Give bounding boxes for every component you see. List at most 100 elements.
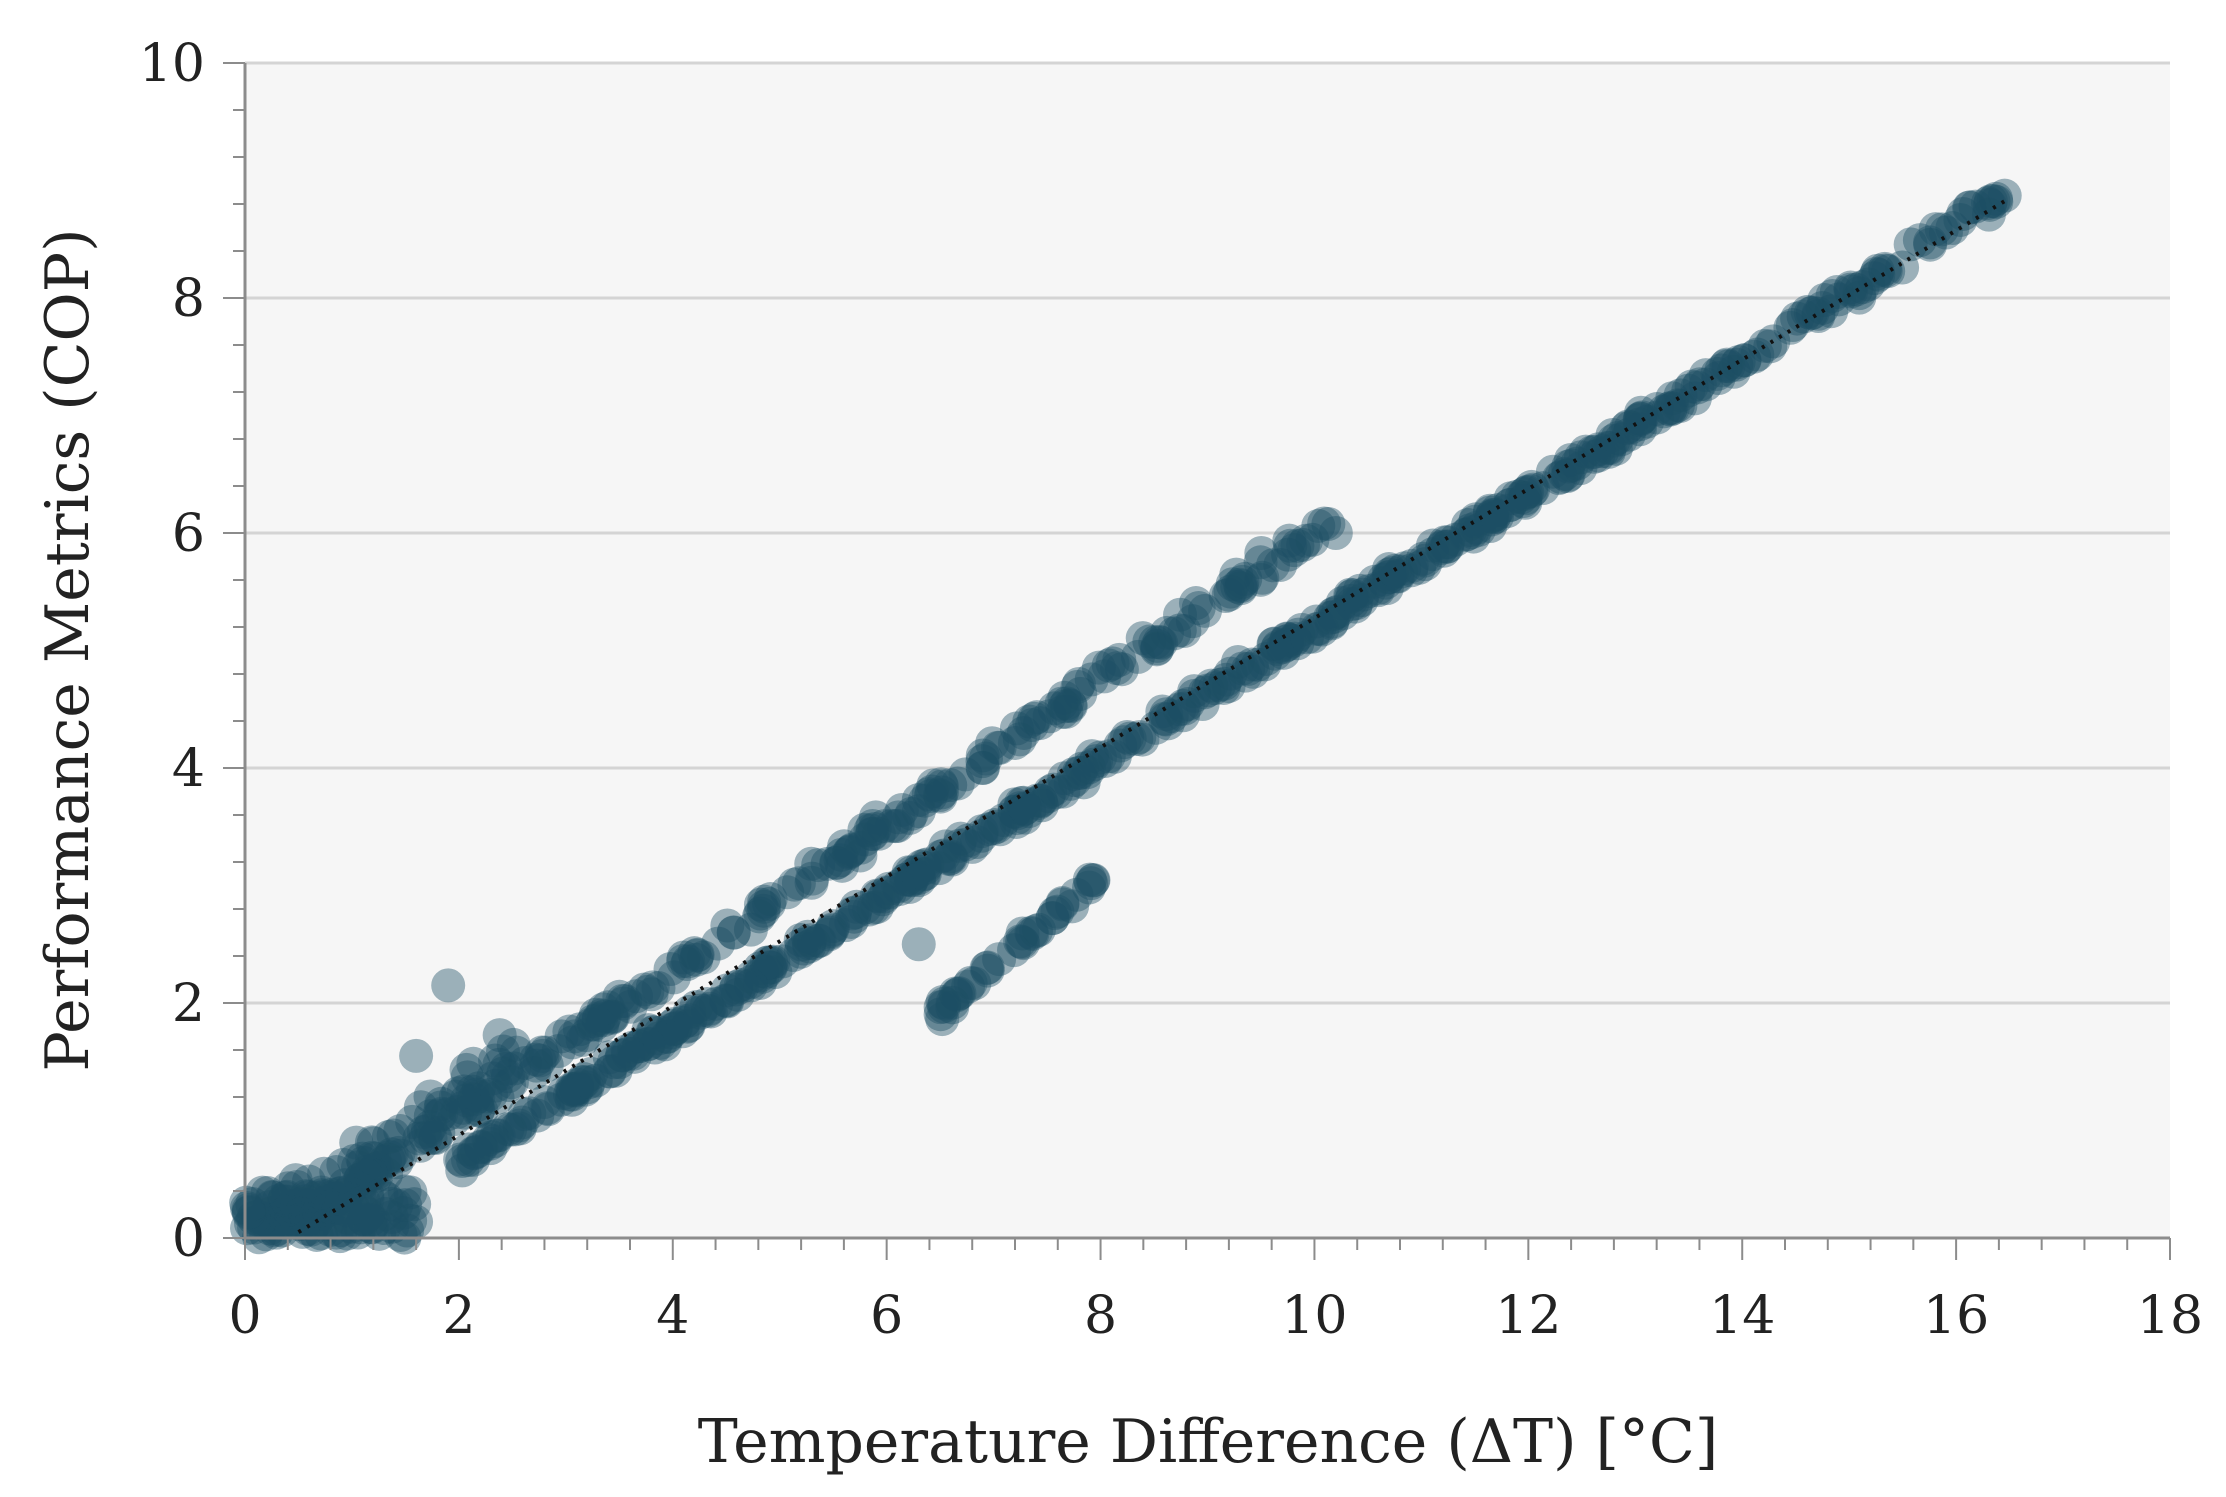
data-point [889, 862, 924, 897]
data-point [498, 1112, 533, 1147]
data-point [1002, 722, 1037, 757]
data-point [566, 1065, 601, 1100]
data-point [880, 808, 915, 843]
data-point [858, 800, 893, 835]
data-point [303, 1216, 338, 1251]
data-point [321, 1181, 356, 1216]
data-point [560, 1067, 595, 1102]
data-point [924, 775, 959, 810]
data-point [1952, 190, 1987, 225]
data-point [450, 1060, 485, 1095]
data-point [355, 1140, 390, 1175]
data-point [1674, 369, 1709, 404]
data-point [1163, 597, 1198, 632]
data-point [792, 929, 827, 964]
data-point [910, 847, 945, 882]
data-point [823, 843, 858, 878]
data-point [1595, 418, 1630, 453]
data-point [571, 1065, 606, 1100]
data-point [1236, 654, 1271, 689]
data-point [933, 768, 968, 803]
data-point [906, 857, 941, 892]
data-point [1622, 412, 1657, 447]
y-tick-label: 4 [172, 739, 205, 799]
data-point [1167, 691, 1202, 726]
data-point [569, 1018, 604, 1053]
data-point [616, 1036, 651, 1071]
data-point [1006, 715, 1041, 750]
x-tick-label: 0 [228, 1286, 261, 1346]
data-point [229, 1191, 264, 1226]
data-point [1095, 646, 1130, 681]
data-point [304, 1175, 339, 1210]
data-point [1148, 702, 1183, 737]
data-point [269, 1204, 304, 1239]
data-point [679, 942, 714, 977]
data-point [519, 1048, 554, 1083]
data-point [861, 816, 896, 851]
data-point [443, 1142, 478, 1177]
data-point [894, 863, 929, 898]
data-point [1312, 600, 1347, 635]
data-point [479, 1118, 514, 1153]
data-point [499, 1035, 534, 1070]
data-point [306, 1179, 341, 1214]
data-point [999, 801, 1034, 836]
data-point [1357, 564, 1392, 599]
data-point [456, 1082, 491, 1117]
data-point [552, 1014, 587, 1049]
data-point [1281, 617, 1316, 652]
data-point [505, 1105, 540, 1140]
data-point [354, 1156, 389, 1191]
data-point [368, 1196, 403, 1231]
data-point [884, 792, 919, 827]
data-points [229, 178, 2022, 1255]
data-point [832, 835, 867, 870]
data-point [1014, 915, 1049, 950]
data-point [1682, 367, 1717, 402]
data-point [734, 959, 769, 994]
data-point [1138, 625, 1173, 660]
x-tick-label: 8 [1084, 1286, 1117, 1346]
data-point [371, 1119, 406, 1154]
data-point [1680, 370, 1715, 405]
data-point [1125, 722, 1160, 757]
data-point [1269, 621, 1304, 656]
data-point [690, 993, 725, 1028]
data-point [1220, 644, 1255, 679]
data-point [558, 1072, 593, 1107]
data-point [1780, 301, 1815, 336]
data-point [1663, 378, 1698, 413]
data-point [353, 1202, 388, 1237]
data-point [1142, 624, 1177, 659]
data-point [284, 1196, 319, 1231]
data-point [271, 1184, 306, 1219]
data-point [1207, 666, 1242, 701]
data-point [1023, 784, 1058, 819]
data-point [527, 1085, 562, 1120]
data-point [1541, 461, 1576, 496]
data-point [242, 1203, 277, 1238]
data-point [364, 1178, 399, 1213]
data-point [278, 1163, 313, 1198]
data-point [386, 1195, 421, 1230]
data-point [1097, 739, 1132, 774]
data-point [486, 1056, 521, 1091]
data-point [1213, 656, 1248, 691]
data-point [1045, 695, 1080, 730]
data-point [716, 915, 751, 950]
data-point [1972, 187, 2007, 222]
data-point [306, 1195, 341, 1230]
data-point [451, 1132, 486, 1167]
data-point [1037, 691, 1072, 726]
data-point [1035, 901, 1070, 936]
data-point [733, 964, 768, 999]
data-point [970, 953, 1005, 988]
data-point [710, 973, 745, 1008]
data-point [1372, 559, 1407, 594]
data-point [1568, 434, 1603, 469]
data-point [743, 951, 778, 986]
data-point [1585, 434, 1620, 469]
data-point [1049, 694, 1084, 729]
x-axis-title: Temperature Difference (ΔT) [°C] [698, 1407, 1719, 1477]
